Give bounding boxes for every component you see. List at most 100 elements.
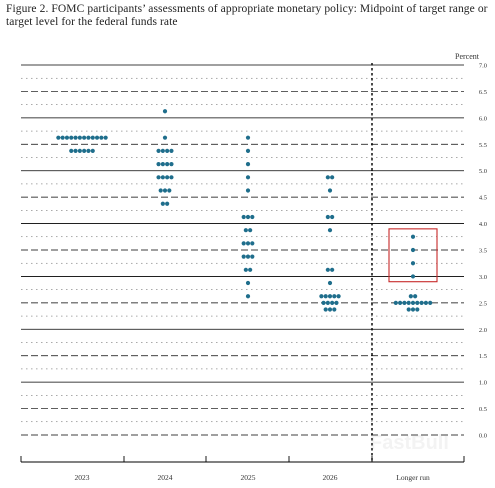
y-tick-label: 4.0	[479, 221, 487, 228]
dot	[325, 214, 330, 220]
dot	[330, 267, 335, 272]
dot	[73, 148, 78, 153]
dot	[156, 162, 161, 167]
x-tick-label: 2026	[323, 473, 338, 482]
dot	[330, 300, 335, 305]
dot	[413, 294, 418, 299]
dot	[330, 214, 335, 220]
dot	[327, 307, 333, 312]
dot	[245, 241, 251, 246]
dot	[243, 228, 248, 233]
dot	[319, 294, 324, 299]
dot	[165, 162, 170, 167]
dot	[245, 162, 251, 167]
y-tick-label: 1.5	[479, 353, 487, 360]
dot	[410, 234, 416, 239]
dot	[250, 254, 255, 259]
dot	[406, 300, 411, 305]
dot	[160, 162, 165, 167]
dot	[332, 307, 337, 312]
dot	[406, 307, 411, 312]
dot	[327, 188, 333, 193]
dot	[327, 280, 333, 286]
x-tick-label: 2023	[75, 473, 90, 482]
dot	[410, 247, 416, 253]
dot	[90, 148, 95, 153]
dot	[410, 307, 416, 312]
dot	[82, 135, 87, 140]
y-tick-label: 3.5	[479, 248, 487, 255]
dot	[243, 267, 248, 272]
dot	[245, 294, 251, 299]
dot	[165, 175, 170, 180]
dot	[245, 214, 251, 220]
dot	[99, 135, 104, 140]
dot	[73, 135, 78, 140]
dot	[69, 148, 74, 153]
dot	[158, 188, 163, 193]
figure-title: Figure 2. FOMC participants’ assessments…	[6, 3, 488, 28]
dot	[321, 300, 326, 305]
dot	[56, 135, 61, 140]
dot	[156, 175, 161, 180]
y-tick-label: 6.5	[479, 89, 487, 96]
dot	[410, 261, 416, 266]
dot	[250, 214, 255, 220]
dot	[245, 188, 251, 193]
dot	[325, 267, 330, 272]
dot	[428, 300, 433, 305]
dot	[415, 300, 420, 305]
dot	[245, 280, 251, 286]
dot	[325, 175, 330, 180]
dot	[60, 135, 65, 140]
y-tick-label: 3.0	[479, 274, 487, 281]
dot	[160, 148, 165, 153]
x-tick-label: Longer run	[396, 473, 430, 482]
dot	[245, 148, 251, 153]
dot	[90, 135, 95, 140]
dot	[330, 175, 335, 180]
dot	[169, 162, 174, 167]
dot	[327, 228, 333, 233]
dot	[241, 254, 246, 259]
dot	[334, 300, 339, 305]
dot	[419, 300, 424, 305]
dot	[103, 135, 108, 140]
dot	[245, 175, 251, 180]
dot	[156, 148, 161, 153]
y-tick-label: 2.0	[479, 327, 487, 334]
dot	[162, 188, 168, 193]
y-tick-label: 5.0	[479, 168, 487, 175]
dot	[94, 135, 100, 140]
dot	[86, 148, 91, 153]
dot	[77, 148, 82, 153]
dot	[250, 241, 255, 246]
dot	[162, 135, 168, 140]
y-tick-label: 2.5	[479, 300, 487, 307]
y-axis-label: Percent	[455, 52, 480, 61]
y-tick-label: 1.0	[479, 380, 487, 387]
y-tick-label: 0.0	[479, 433, 487, 440]
dot	[410, 300, 416, 305]
y-tick-label: 0.5	[479, 406, 487, 413]
dot	[323, 307, 328, 312]
dot	[415, 307, 420, 312]
highlight-box	[388, 228, 438, 283]
dot	[327, 294, 333, 299]
dot	[165, 148, 170, 153]
dot	[398, 300, 403, 305]
dot	[393, 300, 398, 305]
dot	[82, 148, 87, 153]
dot	[86, 135, 91, 140]
dot	[408, 294, 413, 299]
dot	[77, 135, 82, 140]
dot	[245, 254, 251, 259]
dot	[336, 294, 341, 299]
y-tick-label: 6.0	[479, 115, 487, 122]
dot	[160, 175, 165, 180]
dot	[162, 109, 168, 114]
dot	[248, 267, 253, 272]
dot	[241, 214, 246, 220]
dot	[241, 241, 246, 246]
